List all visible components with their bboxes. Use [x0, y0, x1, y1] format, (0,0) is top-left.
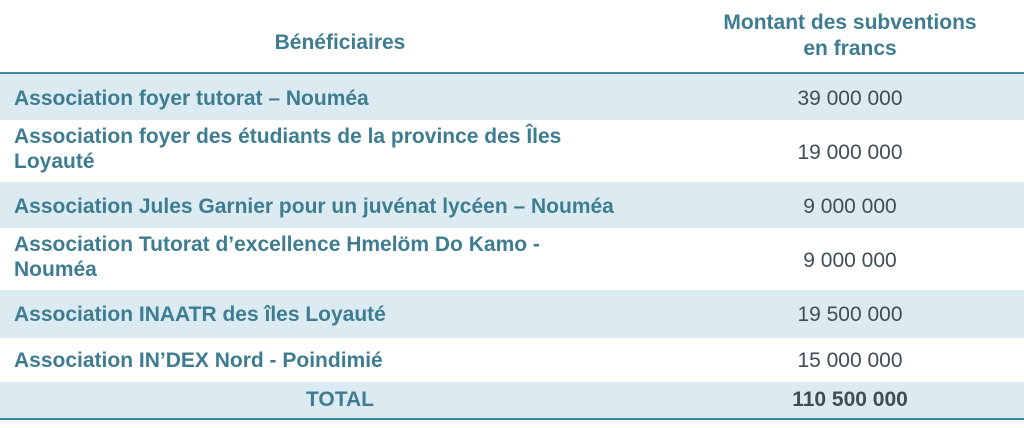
table-row: Association foyer tutorat – Nouméa 39 00…: [0, 74, 1024, 120]
footer-rule: [0, 418, 1024, 420]
subsidy-amount: 15 000 000: [797, 349, 903, 372]
table-row: Association INAATR des îles Loyauté 19 5…: [0, 290, 1024, 338]
subsidy-amount: 39 000 000: [797, 87, 903, 110]
total-amount: 110 500 000: [792, 388, 908, 411]
table-header: Bénéficiaires Montant des subventions en…: [0, 0, 1024, 72]
beneficiary-name: Association IN’DEX Nord - Poindimié: [14, 349, 383, 372]
table-row: Association foyer des étudiants de la pr…: [0, 120, 1024, 182]
header-rule: [0, 72, 1024, 74]
subsidy-amount: 19 000 000: [797, 141, 903, 164]
beneficiary-name: Association Tutorat d’excellence Hmelöm …: [14, 233, 540, 281]
total-row: TOTAL 110 500 000: [0, 382, 1024, 418]
subsidy-amount: 9 000 000: [803, 249, 897, 272]
table-row: Association IN’DEX Nord - Poindimié 15 0…: [0, 338, 1024, 382]
beneficiary-name: Association foyer des étudiants de la pr…: [14, 125, 562, 173]
beneficiary-name: Association Jules Garnier pour un juvéna…: [14, 195, 614, 218]
table-row: Association Jules Garnier pour un juvéna…: [0, 182, 1024, 228]
beneficiary-name: Association foyer tutorat – Nouméa: [14, 87, 369, 110]
subsidy-amount: 9 000 000: [803, 195, 897, 218]
header-amount-line2: en francs: [803, 37, 897, 60]
header-beneficiaries: Bénéficiaires: [274, 31, 406, 54]
header-amount: Montant des subventions en francs: [680, 10, 1020, 62]
header-amount-line1: Montant des subventions: [723, 11, 977, 34]
total-label: TOTAL: [305, 388, 375, 411]
subsidy-amount: 19 500 000: [797, 303, 903, 326]
table-row: Association Tutorat d’excellence Hmelöm …: [0, 228, 1024, 290]
beneficiary-name: Association INAATR des îles Loyauté: [14, 303, 386, 326]
